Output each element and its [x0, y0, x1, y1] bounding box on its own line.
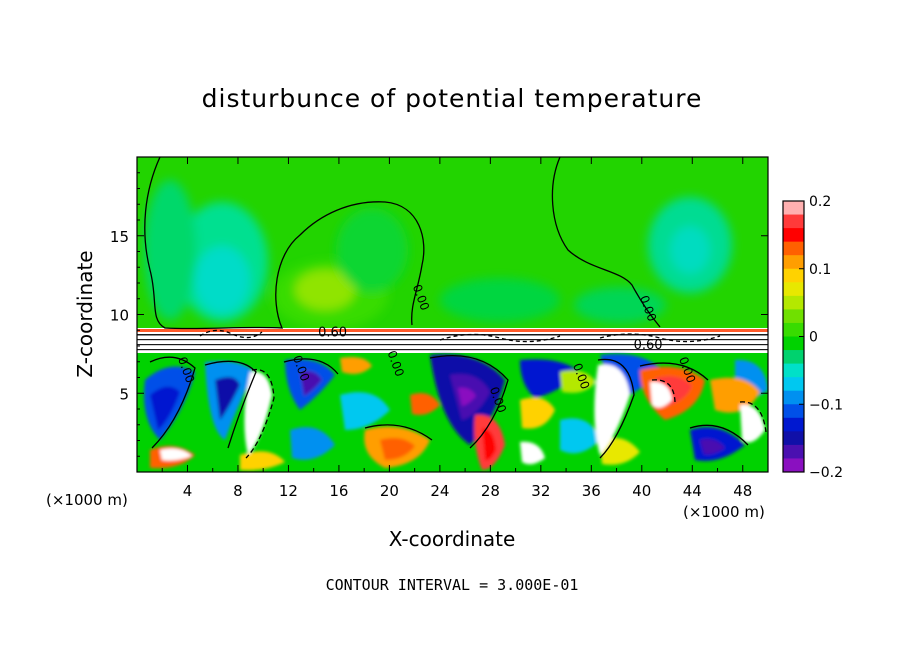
- inversion-layer: [137, 328, 768, 353]
- colorbar-swatch: [783, 228, 804, 243]
- colorbar-swatch: [783, 417, 804, 432]
- contour-label: 0.60: [634, 338, 663, 353]
- contour-label: 0.60: [318, 326, 347, 341]
- heatmap-field: [137, 157, 768, 472]
- colorbar-swatch: [783, 282, 804, 297]
- colorbar-swatch: [783, 390, 804, 405]
- y-axis-label: Z-coordinate: [73, 250, 97, 377]
- x-tick-label: 32: [531, 482, 550, 500]
- x-tick-label: 16: [329, 482, 348, 500]
- zero-contour-right: [551, 157, 661, 328]
- colorbar-swatch: [783, 336, 804, 351]
- y-tick-label: 15: [110, 228, 129, 246]
- colorbar: [783, 201, 804, 473]
- x-unit-left: (×1000 m): [46, 491, 128, 509]
- y-tick-label: 10: [110, 307, 129, 325]
- colorbar-tick-label: 0.1: [809, 262, 831, 278]
- colorbar-swatch: [783, 444, 804, 459]
- colorbar-swatch: [783, 241, 804, 256]
- chart-title: disturbunce of potential temperature: [201, 84, 703, 113]
- y-tick-label: 5: [119, 385, 129, 403]
- colorbar-swatch: [783, 377, 804, 392]
- colorbar-frame: [782, 200, 805, 473]
- x-tick-label: 20: [380, 482, 399, 500]
- colorbar-tick-label: 0: [809, 330, 818, 346]
- x-tick-label: 8: [233, 482, 243, 500]
- x-tick-label: 4: [183, 482, 193, 500]
- colorbar-tick-label: 0.2: [809, 194, 831, 210]
- x-tick-label: 36: [582, 482, 601, 500]
- x-tick-label: 48: [733, 482, 752, 500]
- contour-interval-note: CONTOUR INTERVAL = 3.000E-01: [325, 576, 579, 594]
- contour-lines: [144, 157, 767, 459]
- colorbar-swatch: [783, 309, 804, 324]
- colorbar-swatch: [783, 350, 804, 365]
- colorbar-swatch: [783, 295, 804, 310]
- colorbar-swatch: [783, 201, 804, 216]
- colorbar-swatch: [783, 268, 804, 283]
- colorbar-swatch: [783, 322, 804, 337]
- x-axis: 4 8 12 16 20 24 28 32 36 40 44 48: [161, 157, 752, 500]
- colorbar-ticks: 0.2 0.1 0 −0.1 −0.2: [799, 194, 843, 481]
- colorbar-tick-label: −0.2: [809, 465, 843, 481]
- x-tick-label: 28: [481, 482, 500, 500]
- colorbar-swatch: [783, 214, 804, 229]
- x-tick-label: 40: [632, 482, 651, 500]
- turbulent-boundary-layer: [137, 353, 768, 472]
- x-tick-label: 24: [430, 482, 449, 500]
- colorbar-swatch: [783, 363, 804, 378]
- x-tick-label: 44: [683, 482, 702, 500]
- colorbar-swatch: [783, 404, 804, 419]
- x-tick-label: 12: [279, 482, 298, 500]
- colorbar-swatch: [783, 458, 804, 473]
- colorbar-swatch: [783, 431, 804, 446]
- colorbar-swatch: [783, 255, 804, 270]
- x-axis-label: X-coordinate: [389, 527, 516, 551]
- x-unit-right: (×1000 m): [683, 503, 765, 521]
- zero-contour-left: [144, 157, 425, 330]
- y-axis: 5 10 15: [110, 172, 768, 457]
- colorbar-tick-label: −0.1: [809, 397, 843, 413]
